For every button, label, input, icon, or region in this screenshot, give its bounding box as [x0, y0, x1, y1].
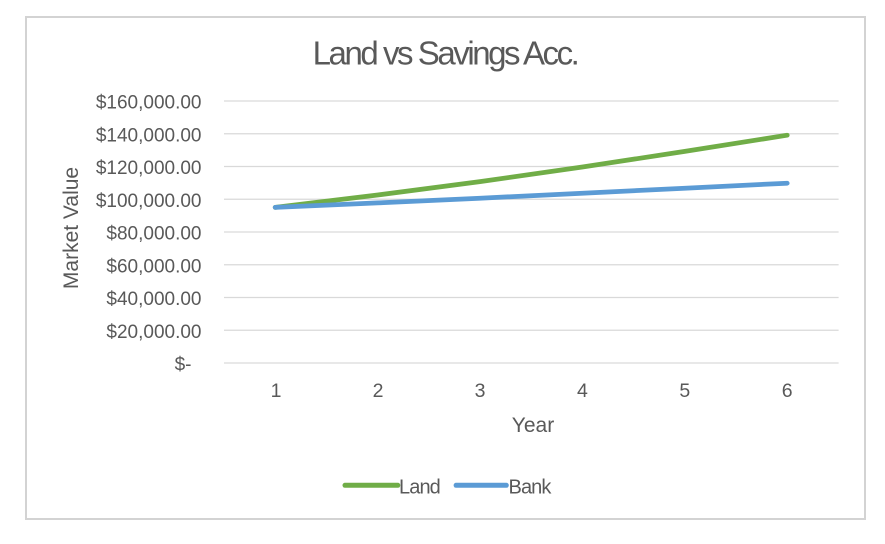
svg-text:$100,000.00: $100,000.00 [96, 191, 202, 212]
svg-text:3: 3 [475, 380, 486, 402]
svg-text:$160,000.00: $160,000.00 [96, 93, 202, 114]
svg-text:Bank: Bank [509, 477, 553, 499]
svg-text:$-: $- [175, 355, 192, 376]
svg-text:Land vs Savings Acc.: Land vs Savings Acc. [313, 35, 578, 72]
svg-text:4: 4 [577, 380, 588, 402]
svg-text:1: 1 [271, 380, 282, 402]
svg-text:5: 5 [679, 380, 690, 402]
svg-text:$80,000.00: $80,000.00 [106, 224, 201, 245]
svg-text:Market Value: Market Value [60, 167, 83, 289]
svg-text:$40,000.00: $40,000.00 [106, 289, 201, 310]
svg-text:2: 2 [373, 380, 384, 402]
svg-text:6: 6 [782, 380, 793, 402]
svg-text:$140,000.00: $140,000.00 [96, 125, 202, 146]
svg-text:$60,000.00: $60,000.00 [106, 256, 201, 277]
svg-text:$20,000.00: $20,000.00 [106, 322, 201, 343]
svg-text:Land: Land [399, 477, 440, 499]
svg-text:Year: Year [512, 414, 554, 437]
svg-text:$120,000.00: $120,000.00 [96, 158, 202, 179]
